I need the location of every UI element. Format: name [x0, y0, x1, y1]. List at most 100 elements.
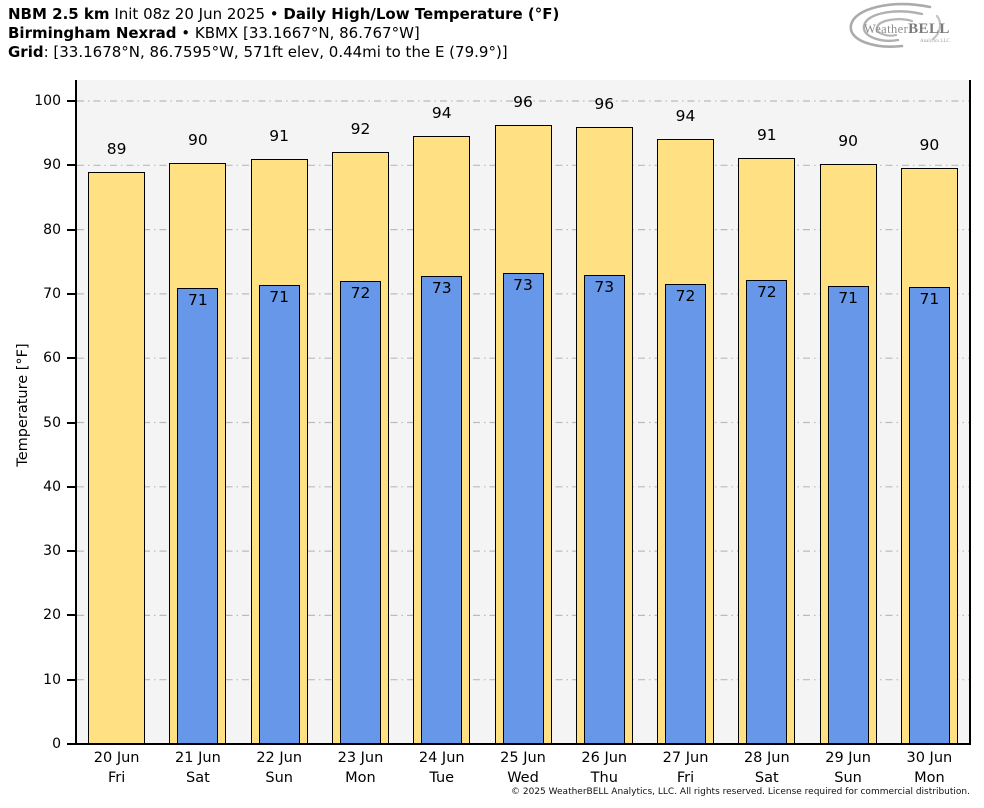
high-value-label: 91: [756, 126, 777, 145]
low-value-label: 72: [350, 284, 371, 303]
low-value-label: 73: [431, 278, 452, 297]
x-label-date: 27 Jun: [662, 750, 709, 766]
y-axis-tick: [67, 100, 75, 102]
y-axis-tick: [67, 228, 75, 231]
x-label-weekday: Wed: [507, 770, 539, 786]
init-time: Init 08z 20 Jun 2025 •: [109, 5, 284, 23]
chart-header: NBM 2.5 km Init 08z 20 Jun 2025 • Daily …: [8, 5, 559, 62]
x-axis-label: 29 Jun Sun: [808, 748, 888, 788]
low-bar: [746, 280, 788, 744]
y-axis-tick-label: 50: [43, 414, 61, 431]
y-axis-tick: [67, 614, 75, 617]
high-value-label: 92: [350, 120, 371, 139]
high-value-label: 90: [838, 132, 858, 150]
x-label-date: 20 Jun: [93, 750, 140, 766]
x-label-date: 22 Jun: [256, 750, 303, 766]
x-label-date: 29 Jun: [825, 750, 871, 766]
high-value-label: 94: [675, 106, 696, 125]
low-value-label: 71: [269, 287, 290, 306]
y-axis-tick: [67, 357, 75, 360]
logo-subtitle: Analytics LLC: [920, 39, 951, 44]
x-label-date: 30 Jun: [906, 750, 953, 766]
x-label-weekday: Mon: [345, 770, 376, 786]
low-value-label: 72: [675, 286, 696, 305]
model-name: NBM 2.5 km: [8, 5, 110, 23]
grid-coords: : [33.1678°N, 86.7595°W, 571ft elev, 0.4…: [43, 43, 508, 61]
x-label-date: 21 Jun: [175, 750, 221, 766]
y-axis-tick: [67, 421, 75, 424]
high-value-label: 90: [188, 130, 208, 149]
x-label-date: 23 Jun: [337, 750, 384, 766]
x-label-date: 25 Jun: [500, 750, 546, 766]
y-axis-tick-label: 40: [43, 478, 61, 495]
low-bar: [583, 274, 625, 744]
y-axis-tick-label: 0: [52, 736, 61, 752]
low-bar: [177, 288, 219, 744]
low-bar: [421, 275, 463, 744]
x-axis-label: 20 Jun Fri: [77, 748, 157, 788]
station-coords: • KBMX [33.1667°N, 86.767°W]: [176, 24, 420, 42]
high-bar: [88, 172, 146, 744]
low-bar: [502, 272, 544, 744]
y-axis-tick: [67, 550, 75, 553]
low-bar: [665, 283, 707, 744]
x-label-weekday: Sat: [754, 770, 779, 786]
y-axis-tick-label: 60: [43, 350, 61, 367]
y-axis-tick-label: 90: [43, 157, 61, 174]
low-value-label: 71: [919, 289, 940, 308]
header-line-3: Grid: [33.1678°N, 86.7595°W, 571ft elev,…: [8, 43, 559, 62]
axis-spine-left: [75, 80, 77, 745]
x-label-weekday: Sat: [186, 770, 210, 786]
low-value-label: 73: [594, 277, 615, 296]
station-name: Birmingham Nexrad: [8, 24, 177, 42]
low-value-label: 71: [188, 291, 208, 310]
x-axis-label: 24 Jun Tue: [402, 748, 482, 788]
x-axis-label: 26 Jun Thu: [564, 748, 644, 788]
y-axis-tick-label: 30: [43, 543, 61, 560]
chart-title: Daily High/Low Temperature (°F): [283, 5, 560, 23]
x-axis-label: 25 Jun Wed: [483, 748, 563, 788]
low-value-label: 71: [838, 288, 858, 307]
y-axis-title: Temperature [°F]: [15, 343, 31, 467]
y-axis-tick: [67, 292, 75, 295]
x-axis-label: 28 Jun Sat: [727, 748, 807, 788]
header-line-1: NBM 2.5 km Init 08z 20 Jun 2025 • Daily …: [8, 5, 559, 24]
copyright-notice: © 2025 WeatherBELL Analytics, LLC. All r…: [511, 787, 970, 797]
x-axis-label: 22 Jun Sun: [239, 748, 319, 788]
low-bar: [339, 281, 381, 744]
logo-text-bell: BELL: [908, 21, 950, 37]
high-value-label: 91: [269, 126, 290, 145]
low-bar: [258, 284, 300, 744]
high-value-label: 96: [594, 94, 615, 113]
x-label-date: 26 Jun: [581, 750, 628, 766]
high-value-label: 96: [513, 93, 533, 112]
header-line-2: Birmingham Nexrad • KBMX [33.1667°N, 86.…: [8, 24, 559, 43]
y-axis-tick-label: 70: [43, 285, 61, 302]
x-label-weekday: Sun: [834, 770, 862, 786]
low-bar: [827, 285, 869, 744]
x-axis-label: 21 Jun Sat: [158, 748, 238, 788]
y-axis-tick-label: 80: [43, 221, 61, 238]
high-value-label: 90: [919, 135, 940, 154]
x-label-date: 24 Jun: [418, 750, 465, 766]
x-axis-label: 23 Jun Mon: [320, 748, 400, 788]
x-label-weekday: Sun: [265, 770, 293, 786]
y-axis-tick: [67, 485, 75, 488]
x-axis-label: 30 Jun Mon: [889, 748, 969, 788]
y-axis-tick: [67, 743, 75, 745]
low-bar: [908, 286, 950, 744]
low-value-label: 72: [756, 283, 777, 302]
x-label-weekday: Tue: [429, 770, 455, 786]
weatherbell-logo: WeatherBELL Analytics LLC: [849, 2, 951, 48]
logo-wordmark: WeatherBELL: [864, 21, 950, 37]
logo-text-weather: Weather: [864, 22, 909, 36]
y-axis-tick: [67, 678, 75, 681]
hurricane-swirl-icon: [849, 2, 942, 48]
high-value-label: 94: [431, 104, 452, 123]
x-label-date: 28 Jun: [743, 750, 790, 766]
y-axis-tick-label: 20: [43, 607, 61, 624]
y-axis-tick-label: 100: [34, 93, 61, 109]
x-label-weekday: Thu: [590, 770, 618, 786]
low-value-label: 73: [513, 275, 533, 294]
